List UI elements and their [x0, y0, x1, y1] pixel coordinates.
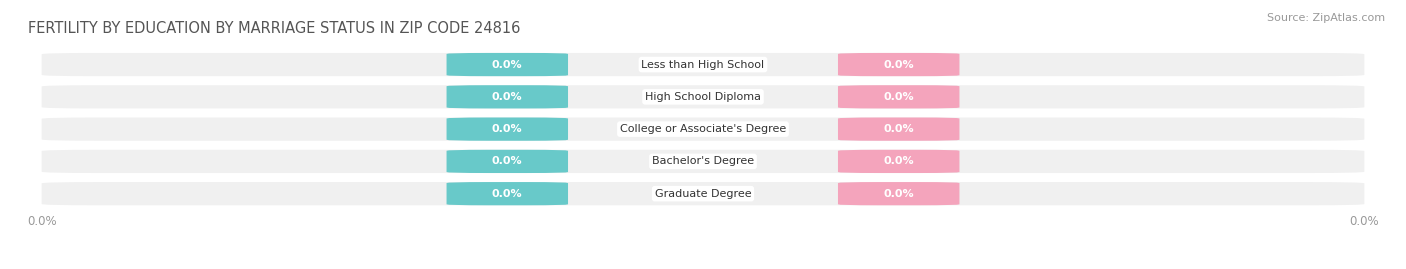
FancyBboxPatch shape — [838, 53, 959, 76]
FancyBboxPatch shape — [838, 85, 959, 108]
FancyBboxPatch shape — [447, 118, 568, 141]
Text: 0.0%: 0.0% — [492, 189, 523, 199]
Text: 0.0%: 0.0% — [492, 156, 523, 167]
FancyBboxPatch shape — [42, 53, 1364, 76]
Text: 0.0%: 0.0% — [492, 59, 523, 70]
Text: 0.0%: 0.0% — [883, 156, 914, 167]
FancyBboxPatch shape — [42, 182, 1364, 205]
Text: 0.0%: 0.0% — [492, 124, 523, 134]
Text: Graduate Degree: Graduate Degree — [655, 189, 751, 199]
FancyBboxPatch shape — [838, 182, 959, 205]
Text: 0.0%: 0.0% — [883, 124, 914, 134]
FancyBboxPatch shape — [42, 150, 1364, 173]
Text: Less than High School: Less than High School — [641, 59, 765, 70]
Text: 0.0%: 0.0% — [883, 59, 914, 70]
Text: College or Associate's Degree: College or Associate's Degree — [620, 124, 786, 134]
Text: High School Diploma: High School Diploma — [645, 92, 761, 102]
FancyBboxPatch shape — [447, 53, 568, 76]
FancyBboxPatch shape — [447, 182, 568, 205]
FancyBboxPatch shape — [838, 118, 959, 141]
Legend: Married, Unmarried: Married, Unmarried — [617, 264, 789, 269]
Text: FERTILITY BY EDUCATION BY MARRIAGE STATUS IN ZIP CODE 24816: FERTILITY BY EDUCATION BY MARRIAGE STATU… — [28, 20, 520, 36]
Text: 0.0%: 0.0% — [492, 92, 523, 102]
FancyBboxPatch shape — [838, 150, 959, 173]
FancyBboxPatch shape — [447, 85, 568, 108]
FancyBboxPatch shape — [42, 118, 1364, 141]
Text: Source: ZipAtlas.com: Source: ZipAtlas.com — [1267, 13, 1385, 23]
Text: 0.0%: 0.0% — [883, 189, 914, 199]
Text: 0.0%: 0.0% — [883, 92, 914, 102]
FancyBboxPatch shape — [447, 150, 568, 173]
FancyBboxPatch shape — [42, 85, 1364, 108]
Text: Bachelor's Degree: Bachelor's Degree — [652, 156, 754, 167]
